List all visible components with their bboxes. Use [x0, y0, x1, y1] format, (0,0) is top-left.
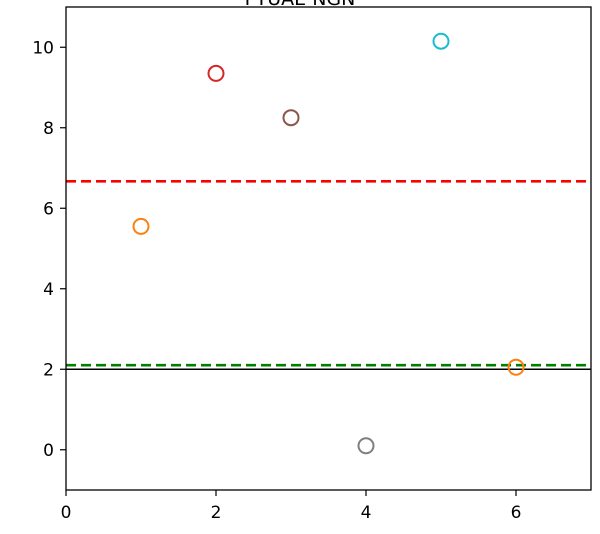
- y-tick-label: 8: [43, 119, 54, 139]
- data-points: [132, 32, 525, 455]
- x-tick-label: 6: [511, 503, 522, 523]
- y-axis-ticks: 0 2 4 6 8 10: [32, 38, 66, 461]
- data-point-1: [132, 217, 150, 235]
- y-tick-label: 6: [43, 199, 54, 219]
- data-point-3: [282, 109, 300, 127]
- data-point-6: [507, 358, 525, 376]
- y-tick-label: 10: [32, 38, 54, 58]
- y-tick-label: 2: [43, 360, 54, 380]
- x-axis-ticks: 0 2 4 6: [61, 490, 522, 523]
- x-tick-label: 4: [361, 503, 372, 523]
- data-point-4: [357, 437, 375, 455]
- plot-frame: [65, 6, 592, 491]
- x-tick-label: 2: [211, 503, 222, 523]
- chart-title: PYUAE NGN: [245, 0, 356, 10]
- x-tick-label: 0: [61, 503, 72, 523]
- data-point-2: [207, 64, 225, 82]
- reference-lines: [66, 179, 591, 371]
- y-tick-label: 0: [43, 441, 54, 461]
- y-tick-label: 4: [43, 280, 54, 300]
- data-point-5: [432, 32, 450, 50]
